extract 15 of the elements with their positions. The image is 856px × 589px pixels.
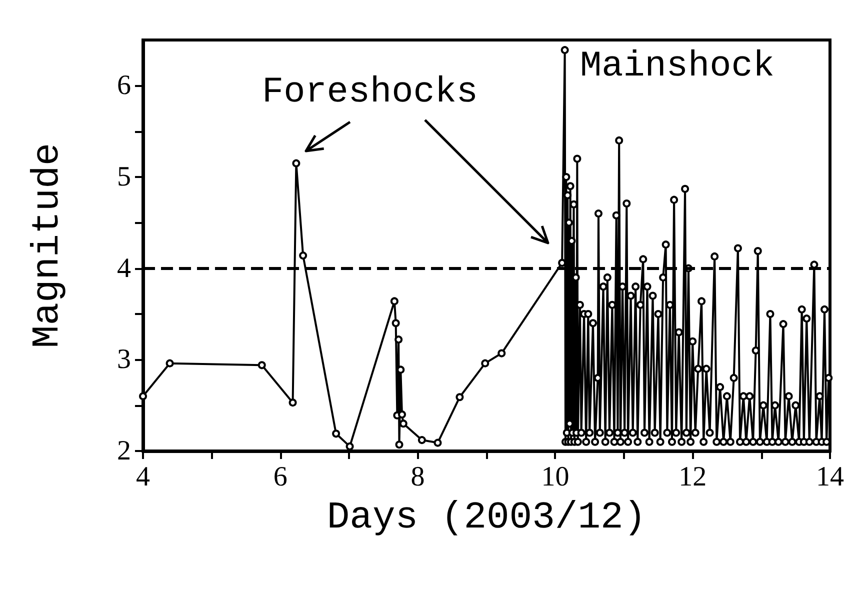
x-tick-label: 14	[816, 462, 844, 492]
y-tick-label: 5	[117, 162, 131, 192]
annotation: Foreshocks	[262, 72, 478, 112]
y-tick-label: 6	[117, 70, 131, 102]
y-tick-label: 2	[117, 436, 131, 466]
x-axis-title: Days (2003/12)	[326, 496, 646, 540]
y-tick-label: 3	[117, 344, 131, 376]
x-tick-label: 10	[541, 462, 570, 492]
x-tick-label: 6	[273, 462, 288, 492]
x-tick-label: 12	[678, 462, 707, 492]
x-tick-label: 4	[136, 462, 150, 492]
y-axis-title: Magnitude	[26, 142, 70, 348]
x-tick-label: 8	[410, 462, 425, 492]
annotation: Mainshock	[580, 46, 774, 86]
y-tick-label: 4	[117, 252, 131, 284]
